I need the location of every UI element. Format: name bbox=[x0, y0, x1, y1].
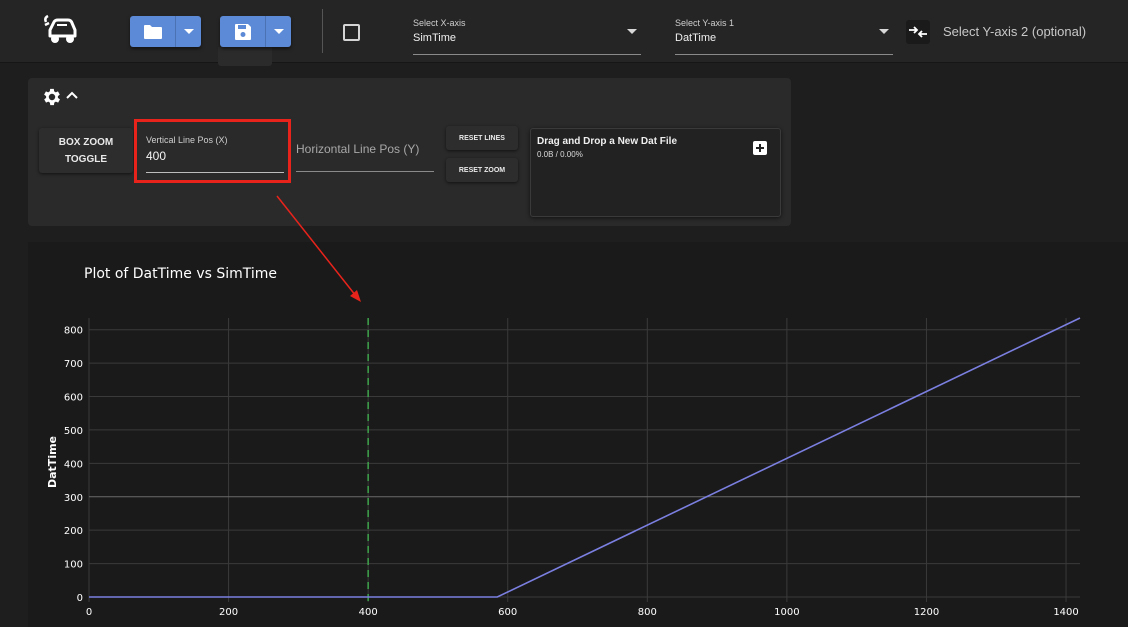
x-axis-select-label: Select X-axis bbox=[413, 18, 466, 28]
x-tick-label: 800 bbox=[638, 607, 657, 618]
open-file-button[interactable] bbox=[130, 16, 175, 47]
y-tick-label: 400 bbox=[64, 459, 83, 470]
caret-down-icon bbox=[183, 29, 194, 34]
dat-file-dropzone[interactable]: Drag and Drop a New Dat File 0.0B / 0.00… bbox=[530, 128, 781, 217]
save-dropdown-button[interactable] bbox=[265, 16, 291, 47]
save-split-button bbox=[220, 16, 291, 47]
reset-zoom-button[interactable]: RESET ZOOM bbox=[446, 158, 518, 182]
caret-down-icon bbox=[273, 29, 284, 34]
vertical-line-pos-label: Vertical Line Pos (X) bbox=[146, 135, 228, 145]
plot-area bbox=[28, 242, 1128, 627]
y-tick-label: 100 bbox=[64, 560, 83, 571]
y-tick-label: 600 bbox=[64, 393, 83, 404]
horizontal-line-pos-placeholder: Horizontal Line Pos (Y) bbox=[296, 142, 420, 156]
chevron-up-icon[interactable] bbox=[66, 91, 78, 99]
add-file-icon[interactable] bbox=[752, 140, 768, 156]
y-axis1-select[interactable]: Select Y-axis 1 DatTime bbox=[675, 14, 893, 55]
save-button[interactable] bbox=[220, 16, 265, 47]
car-logo-icon bbox=[44, 14, 77, 43]
x-axis-select[interactable]: Select X-axis SimTime bbox=[413, 14, 641, 55]
folder-icon bbox=[143, 24, 162, 39]
save-icon bbox=[234, 23, 251, 40]
box-zoom-toggle-button[interactable]: BOX ZOOM TOGGLE bbox=[39, 128, 133, 173]
y-axis1-select-label: Select Y-axis 1 bbox=[675, 18, 735, 28]
caret-down-icon bbox=[627, 29, 637, 34]
dropzone-status: 0.0B / 0.00% bbox=[537, 150, 583, 159]
y-tick-label: 300 bbox=[64, 493, 83, 504]
x-tick-label: 400 bbox=[359, 607, 378, 618]
dropzone-title: Drag and Drop a New Dat File bbox=[537, 136, 678, 147]
y-tick-label: 700 bbox=[64, 359, 83, 370]
box-zoom-label-line1: BOX ZOOM bbox=[58, 137, 114, 148]
reset-lines-button[interactable]: RESET LINES bbox=[446, 126, 518, 150]
toolbar-checkbox[interactable] bbox=[343, 24, 360, 41]
chart-grid bbox=[88, 318, 1080, 602]
y-tick-label: 800 bbox=[64, 326, 83, 337]
x-tick-label: 0 bbox=[86, 607, 92, 618]
y-tick-label: 500 bbox=[64, 426, 83, 437]
horizontal-line-pos-input[interactable]: Horizontal Line Pos (Y) bbox=[296, 134, 434, 172]
gear-icon[interactable] bbox=[41, 86, 63, 108]
chart-title: Plot of DatTime vs SimTime bbox=[84, 266, 277, 282]
compare-arrows-icon bbox=[909, 26, 927, 38]
annotation-arrow bbox=[276, 195, 361, 302]
swap-axes-button[interactable] bbox=[906, 20, 930, 44]
y-axis2-select[interactable]: Select Y-axis 2 (optional) bbox=[943, 24, 1087, 39]
x-tick-label: 600 bbox=[498, 607, 517, 618]
vertical-line-pos-input[interactable]: Vertical Line Pos (X) 400 bbox=[146, 133, 284, 173]
highlight-annotation-box bbox=[134, 119, 291, 183]
series-line bbox=[89, 317, 1081, 598]
vertical-line-pos-value: 400 bbox=[146, 149, 167, 163]
toolbar: Select X-axis SimTime Select Y-axis 1 Da… bbox=[0, 0, 1128, 66]
box-zoom-label-line2: TOGGLE bbox=[64, 154, 108, 165]
y-tick-label: 200 bbox=[64, 526, 83, 537]
chart-ticks: 0 200 400 600 800 1000 1200 1400 0 100 200 300 400 50… bbox=[64, 326, 1079, 618]
y-tick-label: 0 bbox=[77, 593, 83, 604]
open-file-split-button bbox=[130, 16, 201, 47]
save-menu-shadow bbox=[218, 47, 272, 66]
caret-down-icon bbox=[879, 29, 889, 34]
y-axis-label: DatTime bbox=[46, 436, 59, 488]
x-tick-label: 1000 bbox=[774, 607, 799, 618]
x-tick-label: 1400 bbox=[1053, 607, 1078, 618]
toolbar-divider bbox=[322, 9, 323, 53]
open-file-dropdown-button[interactable] bbox=[175, 16, 201, 47]
x-tick-label: 1200 bbox=[914, 607, 939, 618]
x-axis-select-value: SimTime bbox=[413, 32, 456, 44]
x-tick-label: 200 bbox=[219, 607, 238, 618]
y-axis1-select-value: DatTime bbox=[675, 32, 717, 44]
chart-series bbox=[89, 317, 1081, 604]
